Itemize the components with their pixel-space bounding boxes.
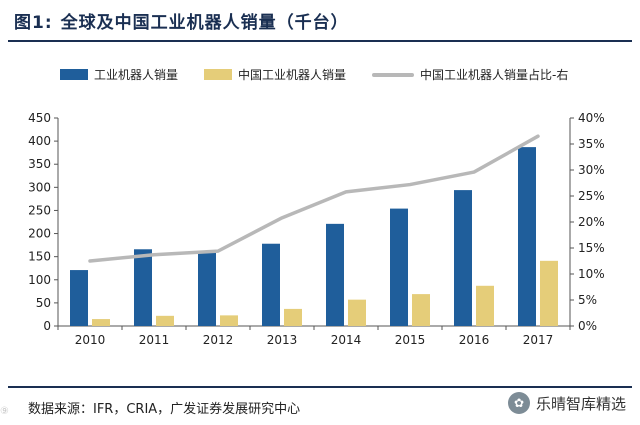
- legend-label-global: 工业机器人销量: [94, 68, 179, 82]
- x-tick-label: 2012: [203, 333, 234, 347]
- y-left-tick-label: 400: [28, 134, 51, 148]
- x-tick-label: 2011: [139, 333, 170, 347]
- y-right-tick-label: 35%: [578, 137, 605, 151]
- bar-global-sales: [518, 147, 536, 326]
- x-tick-label: 2013: [267, 333, 298, 347]
- legend-label-share: 中国工业机器人销量占比-右: [420, 68, 569, 82]
- figure-title: 全球及中国工业机器人销量（千台）: [60, 13, 349, 33]
- bar-china-sales: [92, 319, 110, 326]
- bar-global-sales: [326, 223, 344, 326]
- y-left-tick-label: 350: [28, 157, 51, 171]
- bar-china-sales: [540, 260, 558, 326]
- y-left-tick-label: 100: [28, 273, 51, 287]
- y-left-tick-label: 450: [28, 111, 51, 125]
- y-right-tick-label: 30%: [578, 163, 605, 177]
- legend-swatch-share: [372, 72, 415, 77]
- y-right-tick-label: 25%: [578, 189, 605, 203]
- bar-china-sales: [156, 315, 174, 326]
- footer-divider: [8, 386, 632, 388]
- y-left-tick-label: 0: [43, 319, 51, 333]
- y-right-tick-label: 5%: [578, 293, 597, 307]
- bar-global-sales: [262, 243, 280, 326]
- y-left-tick-label: 200: [28, 227, 51, 241]
- bar-global-sales: [70, 270, 88, 326]
- wechat-icon: ✿: [507, 392, 530, 414]
- legend-item-china: 中国工业机器人销量: [204, 66, 346, 83]
- bar-china-sales: [284, 308, 302, 326]
- legend-item-share: 中国工业机器人销量占比-右: [372, 66, 568, 83]
- bar-china-sales: [476, 285, 494, 326]
- legend-label-china: 中国工业机器人销量: [238, 68, 347, 82]
- title-divider: [8, 40, 632, 42]
- bar-global-sales: [390, 208, 408, 326]
- y-right-tick-label: 40%: [578, 111, 605, 125]
- line-china-share: [88, 134, 540, 263]
- y-right-tick-label: 10%: [578, 267, 605, 281]
- bar-china-sales: [220, 315, 238, 326]
- watermark: ✿ 乐晴智库精选: [507, 392, 626, 414]
- bar-global-sales: [134, 249, 152, 326]
- x-tick-label: 2015: [395, 333, 426, 347]
- bar-china-sales: [348, 299, 366, 326]
- y-right-tick-label: 15%: [578, 241, 605, 255]
- x-tick-label: 2014: [331, 333, 362, 347]
- x-tick-label: 2010: [75, 333, 106, 347]
- y-right-tick-label: 0%: [578, 319, 597, 333]
- legend-item-global: 工业机器人销量: [60, 66, 178, 83]
- y-left-tick-label: 150: [28, 250, 51, 264]
- legend-swatch-china: [204, 69, 233, 80]
- y-left-tick-label: 300: [28, 180, 51, 194]
- watermark-text: 乐晴智库精选: [535, 394, 626, 413]
- bar-global-sales: [198, 252, 216, 326]
- bar-china-sales: [412, 294, 430, 326]
- figure-number: 图1:: [14, 13, 53, 33]
- y-right-tick-label: 20%: [578, 215, 605, 229]
- y-left-tick-label: 50: [36, 296, 51, 310]
- data-source: 数据来源：IFR，CRIA，广发证券发展研究中心: [28, 402, 301, 417]
- chart-title: 图1: 全球及中国工业机器人销量（千台）: [14, 8, 349, 33]
- x-tick-label: 2016: [459, 333, 490, 347]
- y-left-tick-label: 250: [28, 203, 51, 217]
- legend-swatch-global: [60, 69, 88, 80]
- corner-mark: ⑨: [0, 406, 9, 417]
- chart-legend: 工业机器人销量 中国工业机器人销量 中国工业机器人销量占比-右: [60, 66, 568, 83]
- x-tick-label: 2017: [523, 333, 554, 347]
- bar-global-sales: [454, 190, 472, 326]
